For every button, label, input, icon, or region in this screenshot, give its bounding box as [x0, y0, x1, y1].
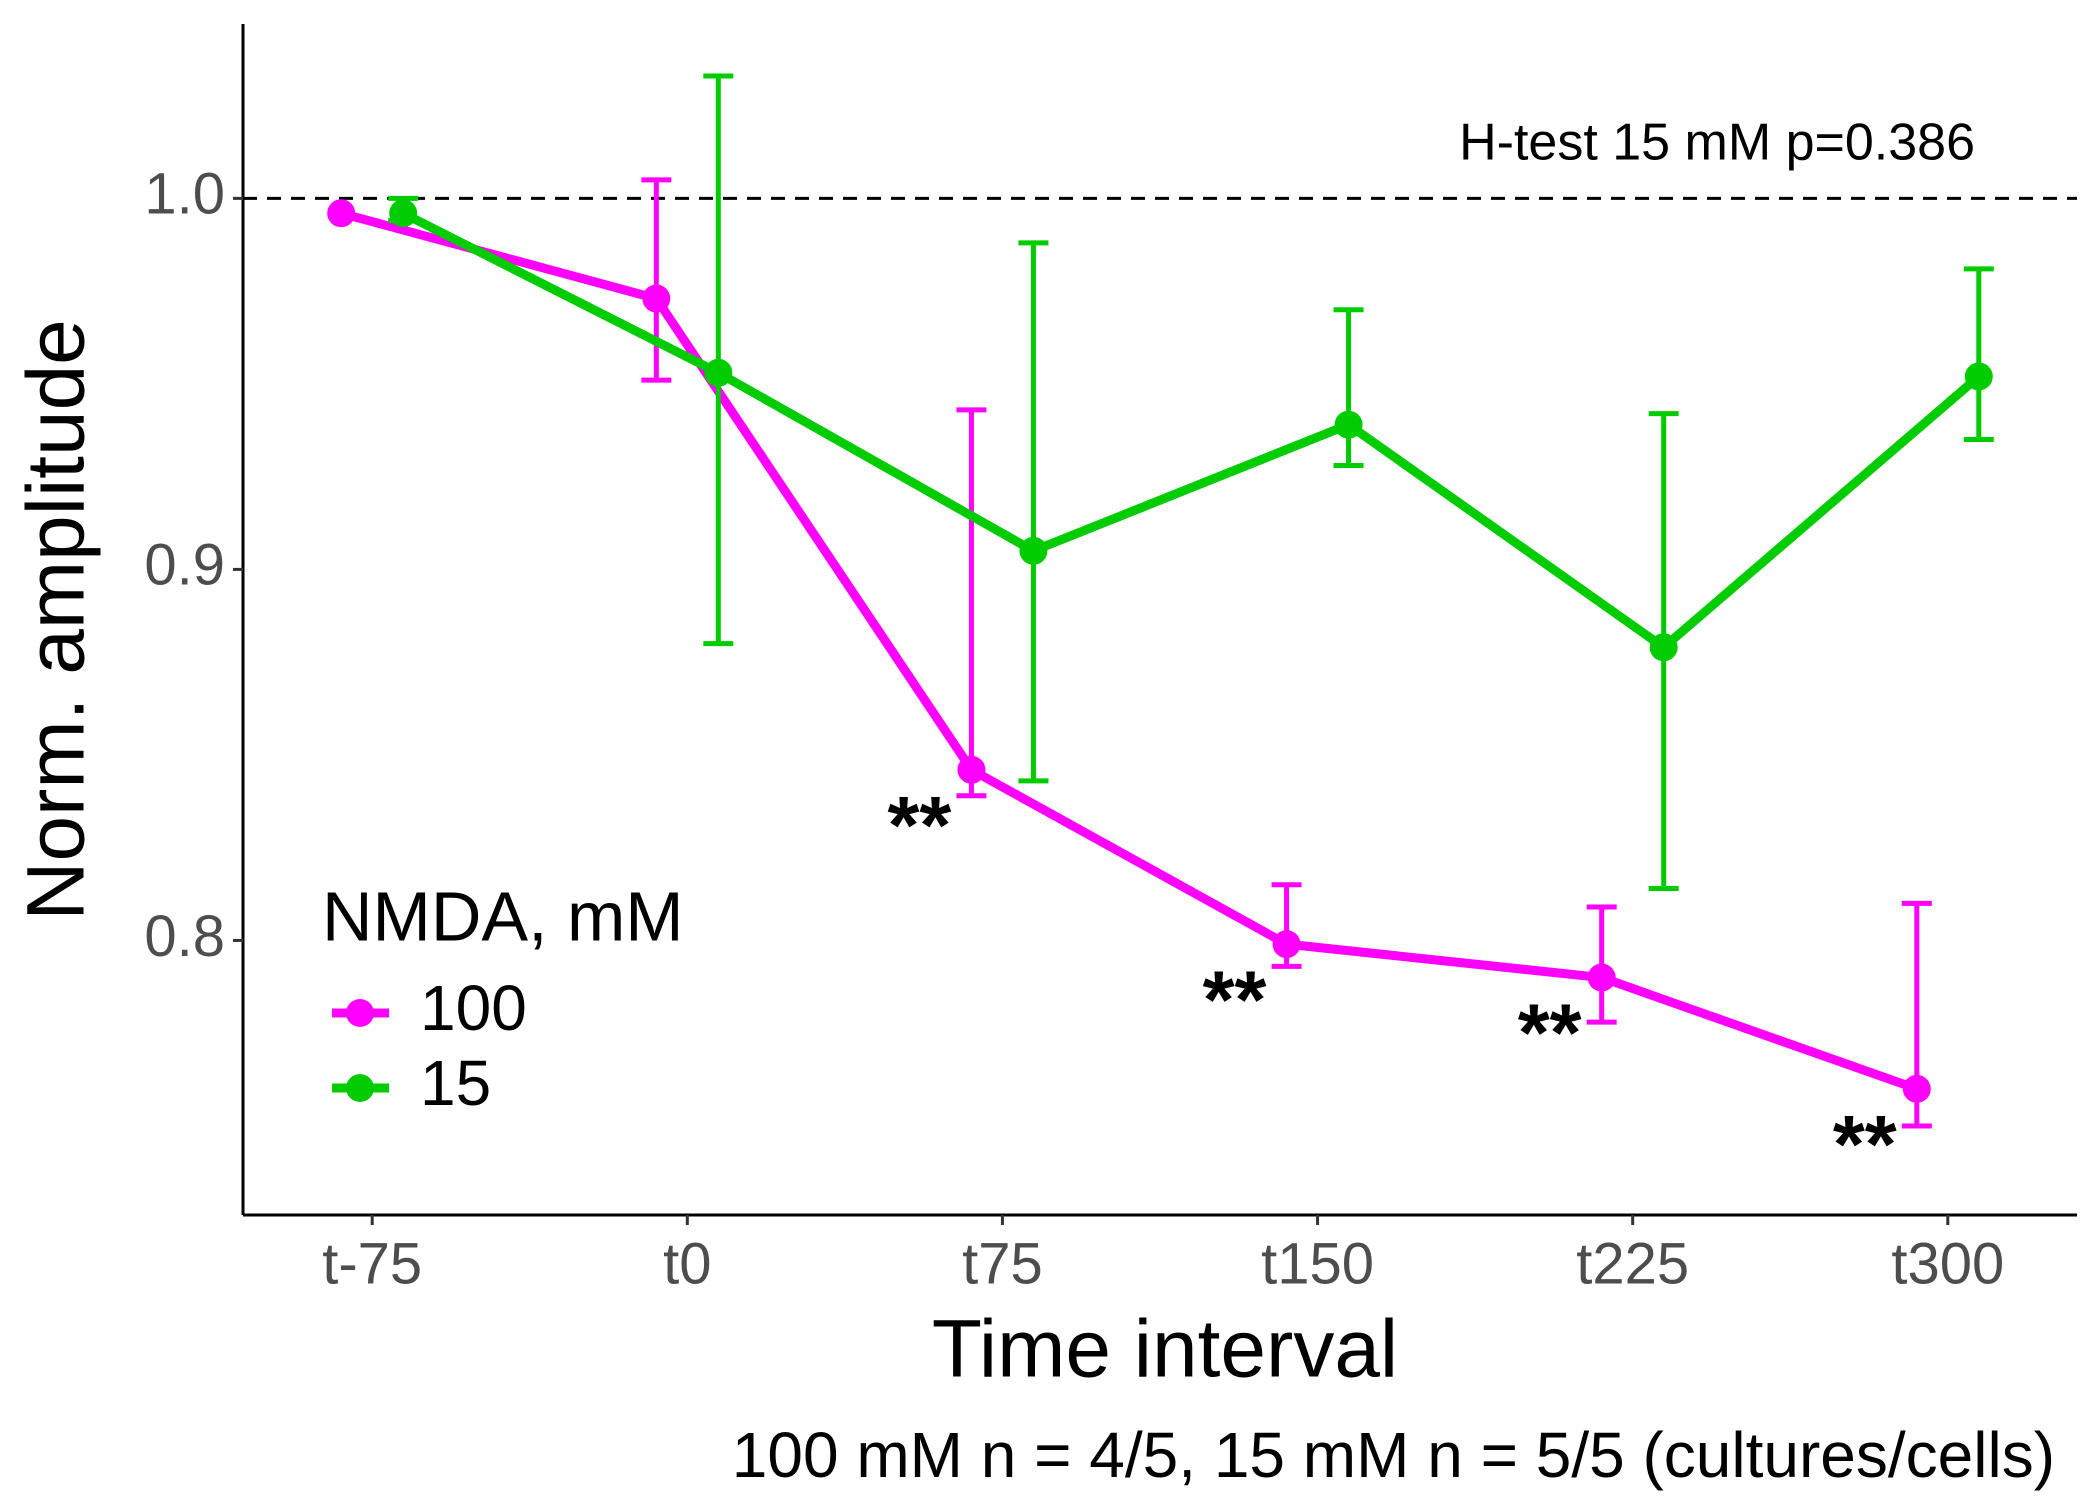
- y-tick-label: 1.0: [144, 162, 225, 227]
- error-bar: [956, 407, 987, 799]
- error-bar: [1963, 266, 1994, 443]
- point: [1587, 963, 1616, 992]
- y-axis-title: Norm. amplitude: [11, 319, 102, 921]
- point: [1964, 362, 1993, 391]
- x-axis-title: Time interval: [932, 1304, 1398, 1395]
- legend-label: 15: [420, 1047, 491, 1119]
- point: [327, 199, 356, 228]
- x-tick-label: t-75: [322, 1231, 422, 1296]
- legend-title: NMDA, mM: [322, 877, 684, 955]
- point: [1334, 410, 1363, 439]
- series-line: [401, 209, 1982, 652]
- point: [1272, 930, 1301, 959]
- point: [1649, 633, 1678, 662]
- error-bar: [641, 177, 672, 383]
- point: [957, 755, 986, 784]
- y-tick-label: 0.8: [144, 904, 225, 969]
- x-tick-label: t150: [1261, 1231, 1374, 1296]
- annotation: H-test 15 mM p=0.386: [1459, 114, 1975, 172]
- caption: 100 mM n = 4/5, 15 mM n = 5/5 (cultures/…: [732, 1419, 2055, 1491]
- significance-marker: **: [1203, 955, 1267, 1046]
- point: [1019, 536, 1048, 565]
- legend-swatch-point: [346, 1074, 374, 1102]
- point: [642, 284, 671, 313]
- error-bar: [1333, 307, 1364, 469]
- series-line: [340, 208, 1919, 1094]
- significance-marker: **: [1518, 988, 1582, 1079]
- y-tick-label: 0.9: [144, 533, 225, 598]
- point: [1902, 1074, 1931, 1103]
- x-tick-label: t75: [962, 1231, 1043, 1296]
- legend-swatch-point: [346, 999, 374, 1027]
- significance-marker: **: [1833, 1100, 1897, 1191]
- x-tick-label: t225: [1576, 1231, 1689, 1296]
- x-tick-label: t300: [1891, 1231, 2004, 1296]
- x-tick-label: t0: [663, 1231, 711, 1296]
- error-bar: [1018, 240, 1049, 784]
- significance-marker: **: [888, 780, 952, 871]
- point: [704, 358, 733, 387]
- legend-label: 100: [420, 972, 527, 1044]
- point: [389, 199, 418, 228]
